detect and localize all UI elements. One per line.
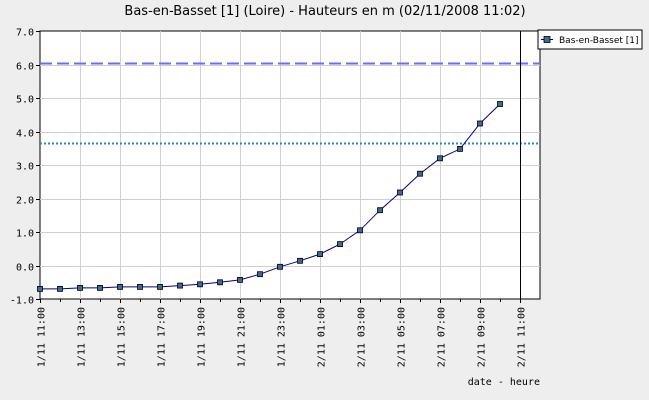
data-point [57, 285, 63, 292]
x-tick-label: 2/11 05:00 [397, 307, 408, 367]
y-tick-label: 0.0 [16, 263, 34, 274]
series-line [40, 103, 501, 290]
x-tick-label: 1/11 23:00 [277, 307, 288, 367]
legend-box [537, 29, 643, 50]
x-axis-title: date - heure [468, 377, 540, 388]
y-tick-label: 2.0 [16, 196, 34, 207]
y-tick-label: -1.0 [10, 296, 34, 307]
legend-entry: Bas-en-Basset [1] [559, 36, 639, 46]
data-point [297, 257, 303, 264]
reference-lines [40, 62, 540, 145]
y-tick-label: 3.0 [16, 162, 34, 173]
y-axis: 7.0 6.0 5.0 4.0 3.0 2.0 1.0 0.0 -1.0 [10, 28, 40, 307]
x-tick-label: 2/11 01:00 [317, 307, 328, 367]
x-tick-label: 1/11 17:00 [157, 307, 168, 367]
y-tick-label: 7.0 [16, 28, 34, 39]
data-point [77, 284, 83, 291]
x-tick-label: 1/11 21:00 [237, 307, 248, 367]
x-tick-label: 2/11 07:00 [437, 307, 448, 367]
y-tick-label: 4.0 [16, 129, 34, 140]
data-point [177, 282, 183, 289]
data-point [37, 285, 43, 292]
data-point [317, 251, 323, 258]
x-tick-label: 1/11 19:00 [197, 307, 208, 367]
data-point [497, 101, 503, 107]
data-point [397, 189, 403, 196]
x-axis: 1/11 11:00 1/11 13:00 1/11 15:00 1/11 17:00… [37, 299, 528, 367]
data-point [337, 241, 343, 248]
x-tick-label: 2/11 09:00 [477, 307, 488, 367]
data-point [117, 283, 123, 290]
data-point [217, 279, 223, 286]
series-layer [37, 101, 503, 292]
x-tick-label: 1/11 11:00 [37, 307, 48, 367]
data-point [137, 283, 143, 290]
data-point [377, 207, 383, 214]
y-tick-label: 5.0 [16, 95, 34, 106]
data-point [457, 145, 463, 152]
chart-title: Bas-en-Basset [1] (Loire) - Hauteurs en … [124, 4, 525, 19]
data-point [237, 276, 243, 283]
data-point [277, 263, 283, 270]
legend: Bas-en-Basset [1] [537, 29, 643, 50]
legend-marker [543, 36, 551, 43]
y-tick-label: 1.0 [16, 229, 34, 240]
x-tick-label: 1/11 13:00 [77, 307, 88, 367]
x-tick-label: 2/11 03:00 [357, 307, 368, 367]
data-point [257, 271, 263, 278]
x-tick-label: 2/11 11:00 [517, 307, 528, 367]
data-point [197, 281, 203, 288]
y-tick-label: 6.0 [16, 62, 34, 73]
data-point [417, 170, 423, 177]
data-point [357, 227, 363, 234]
x-tick-label: 1/11 15:00 [117, 307, 128, 367]
data-point [97, 284, 103, 291]
data-point [437, 155, 443, 162]
data-point [477, 120, 483, 127]
data-point [157, 283, 163, 290]
